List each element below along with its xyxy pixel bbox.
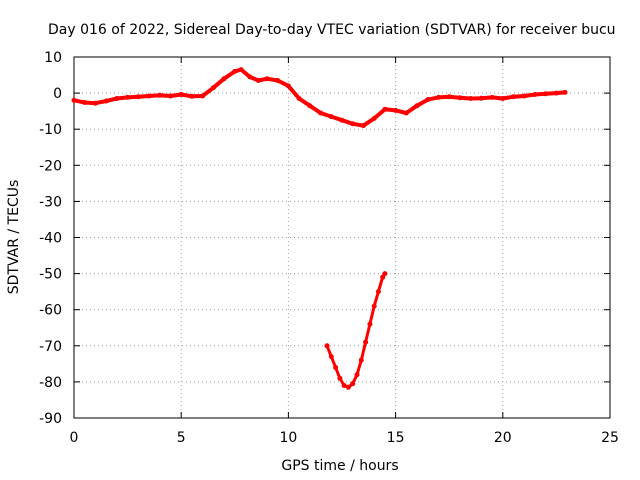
data-point xyxy=(363,339,369,345)
data-point xyxy=(375,289,381,295)
data-point xyxy=(168,93,173,99)
axis-ticks xyxy=(73,56,611,419)
data-point xyxy=(345,384,351,390)
data-point xyxy=(324,343,330,349)
data-point xyxy=(275,78,281,83)
data-point xyxy=(489,94,495,100)
data-point xyxy=(500,96,506,101)
y-tick-label: 10 xyxy=(44,50,62,66)
data-point xyxy=(403,110,409,116)
y-tick-label: -50 xyxy=(39,267,62,283)
grid xyxy=(74,57,610,418)
data-point xyxy=(200,93,206,99)
data-point xyxy=(82,100,88,105)
data-point xyxy=(511,94,516,100)
x-tick-labels: 0 5 10 15 20 25 xyxy=(70,430,619,446)
y-tick-label: -30 xyxy=(39,194,62,210)
chart-title: Day 016 of 2022, Sidereal Day-to-day VTE… xyxy=(48,22,616,38)
data-series xyxy=(71,67,568,390)
x-tick-label: 0 xyxy=(70,430,79,446)
data-point xyxy=(339,117,345,123)
data-point xyxy=(350,381,356,387)
y-tick-label: -60 xyxy=(39,303,62,319)
data-point xyxy=(307,103,313,109)
y-tick-labels: 10 0 -10 -20 -30 -40 -50 -60 -70 -80 -90 xyxy=(39,50,62,427)
data-point xyxy=(350,121,356,127)
data-point xyxy=(446,94,452,100)
data-point xyxy=(328,114,334,120)
y-axis-label: SDTVAR / TECUs xyxy=(6,180,22,295)
y-tick-label: -10 xyxy=(39,122,62,138)
data-point xyxy=(157,92,163,98)
data-point xyxy=(135,94,141,100)
data-point xyxy=(146,93,152,99)
data-point xyxy=(382,271,388,277)
y-tick-label: -20 xyxy=(39,158,62,174)
data-point xyxy=(178,92,184,97)
data-point xyxy=(562,89,568,95)
data-point xyxy=(358,357,364,363)
data-point xyxy=(296,96,302,101)
data-point xyxy=(238,67,244,73)
data-point xyxy=(521,93,527,99)
y-tick-label: -40 xyxy=(39,231,62,247)
x-axis-label: GPS time / hours xyxy=(281,458,398,474)
data-point xyxy=(468,96,474,101)
data-point xyxy=(380,274,386,280)
data-point xyxy=(71,97,77,103)
data-point xyxy=(103,98,109,104)
data-point xyxy=(478,95,484,101)
data-point xyxy=(367,321,373,327)
data-point xyxy=(532,92,538,97)
data-point xyxy=(210,85,216,91)
data-point xyxy=(285,83,291,89)
data-point xyxy=(371,303,377,309)
data-point xyxy=(247,74,253,80)
data-point xyxy=(333,365,339,370)
data-point xyxy=(393,107,399,113)
data-point xyxy=(414,103,420,109)
y-tick-label: -70 xyxy=(39,339,62,355)
data-point xyxy=(354,372,360,378)
data-point xyxy=(341,383,347,388)
data-point xyxy=(436,94,441,100)
x-tick-label: 5 xyxy=(177,430,186,446)
data-point xyxy=(221,76,227,82)
data-point xyxy=(232,68,238,74)
data-point xyxy=(553,90,559,96)
data-point xyxy=(125,94,131,100)
data-point xyxy=(318,110,324,116)
data-point xyxy=(328,354,334,360)
data-point xyxy=(92,100,98,106)
data-point xyxy=(360,123,366,129)
data-point xyxy=(457,95,463,101)
data-point xyxy=(114,96,120,101)
y-tick-label: -90 xyxy=(39,411,62,427)
x-tick-label: 10 xyxy=(279,430,297,446)
x-tick-label: 15 xyxy=(387,430,405,446)
data-point xyxy=(337,375,343,381)
data-point xyxy=(189,93,195,99)
data-point xyxy=(543,91,549,97)
data-point xyxy=(371,115,377,121)
x-tick-label: 25 xyxy=(601,430,619,446)
data-point xyxy=(255,78,261,83)
x-tick-label: 20 xyxy=(494,430,512,446)
data-point xyxy=(425,97,431,103)
y-tick-label: -80 xyxy=(39,375,62,391)
data-point xyxy=(382,106,388,112)
y-tick-label: 0 xyxy=(53,86,62,102)
data-point xyxy=(264,76,270,82)
